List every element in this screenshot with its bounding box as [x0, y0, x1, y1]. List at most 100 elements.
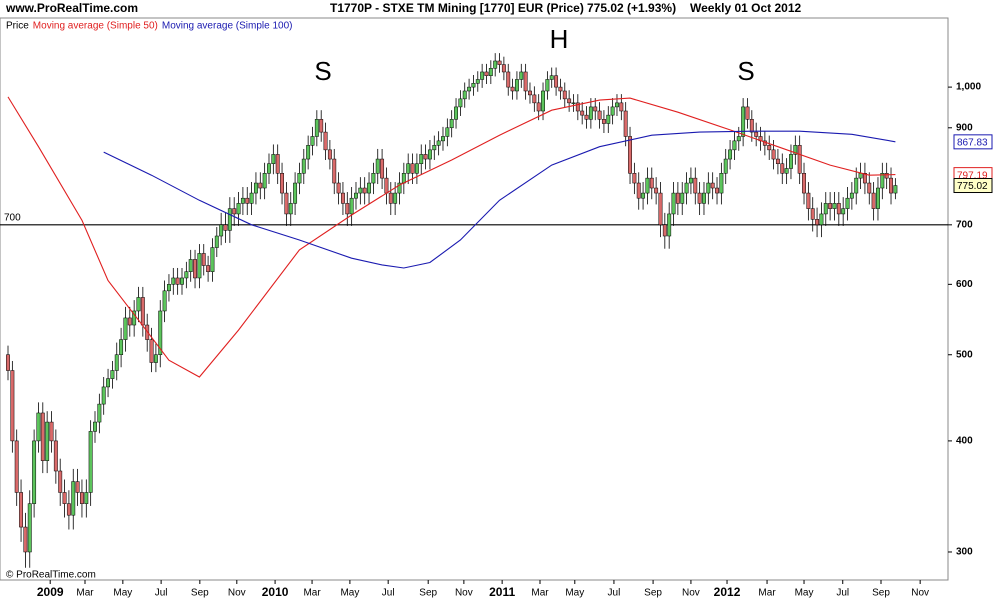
y-tick-label: 500 — [956, 349, 973, 360]
candle-body — [66, 503, 71, 516]
candle-body — [789, 154, 793, 169]
period: Weekly 01 Oct 2012 — [690, 1, 802, 15]
candle-body — [114, 354, 119, 371]
x-tick-label: Mar — [531, 588, 549, 599]
candle-body — [180, 277, 184, 285]
candle-body — [310, 136, 315, 146]
candle-body — [345, 203, 350, 215]
candle-body — [467, 86, 472, 92]
candle-body — [588, 106, 593, 120]
candle-body — [475, 79, 480, 84]
candle-body — [719, 173, 724, 194]
candle-body — [32, 440, 37, 504]
candle-body — [297, 173, 302, 184]
candle-body — [723, 158, 728, 174]
candle-body — [349, 197, 354, 215]
candle-body — [471, 83, 476, 88]
candle-body — [841, 208, 846, 215]
candle-body — [371, 173, 376, 184]
candle-body — [510, 86, 515, 92]
candle-body — [536, 102, 541, 112]
candle-body — [206, 265, 211, 272]
candle-body — [697, 192, 702, 204]
candle-body — [593, 106, 598, 112]
candle-body — [53, 440, 58, 472]
candle-body — [97, 403, 102, 423]
candle-body — [49, 421, 54, 442]
candle-body — [606, 114, 611, 124]
candle-body — [832, 203, 837, 209]
candle-body — [562, 90, 567, 100]
candle-body — [153, 354, 158, 363]
candle-body — [584, 114, 589, 120]
candle-body — [384, 177, 389, 194]
candle-body — [10, 370, 15, 442]
candle-body — [854, 177, 859, 194]
x-tick-label: Sep — [191, 588, 209, 599]
candle-body — [314, 119, 319, 137]
candle-body — [84, 492, 89, 504]
candle-body — [532, 94, 537, 104]
candle-body — [306, 145, 311, 160]
candle-body — [662, 224, 667, 237]
candle-body — [284, 192, 289, 215]
candle-body — [571, 102, 576, 104]
candle-body — [819, 213, 824, 226]
candle-body — [845, 197, 850, 209]
candle-body — [862, 173, 867, 184]
candle-body — [858, 173, 863, 179]
candle-body — [675, 192, 680, 204]
x-tick-label: 2009 — [37, 585, 64, 599]
candle-body — [836, 203, 841, 215]
candle-body — [214, 235, 219, 248]
candle-body — [671, 192, 676, 215]
candle-body — [867, 182, 872, 194]
x-tick-label: Jul — [836, 588, 849, 599]
candle-body — [615, 102, 619, 108]
candle-body — [549, 75, 554, 80]
candle-body — [802, 173, 806, 194]
candle-body — [219, 224, 224, 237]
candle-body — [693, 177, 698, 194]
candle-body — [27, 503, 32, 553]
x-tick-label: Mar — [758, 588, 776, 599]
candle-body — [728, 149, 733, 160]
candle-body — [619, 102, 624, 112]
candle-body — [458, 98, 463, 108]
candle-body — [166, 284, 171, 292]
candle-body — [240, 197, 245, 204]
candle-body — [632, 173, 637, 184]
candle-body — [480, 71, 485, 80]
price-box-label: 797.19 — [957, 170, 988, 181]
candle-body — [558, 86, 563, 92]
candle-body — [880, 173, 885, 189]
candle-body — [441, 136, 445, 142]
candle-body — [301, 158, 306, 174]
candle-body — [375, 158, 380, 174]
candle-body — [288, 203, 293, 215]
candle-body — [40, 412, 45, 461]
candle-body — [175, 277, 180, 285]
candle-body — [119, 339, 124, 355]
candle-body — [80, 492, 84, 504]
candle-body — [823, 203, 828, 215]
y-tick-label: 1,000 — [956, 82, 981, 93]
candle-body — [88, 431, 93, 493]
candle-body — [93, 421, 97, 432]
candle-body — [654, 187, 659, 194]
ma-line — [7, 96, 896, 378]
candle-body — [684, 182, 689, 194]
annotation: S — [737, 56, 754, 86]
candle-body — [323, 131, 328, 151]
candle-body — [810, 208, 815, 220]
candle-body — [367, 182, 371, 194]
candle-body — [393, 192, 398, 204]
candle-body — [597, 110, 602, 120]
candle-body — [423, 154, 428, 160]
candle-body — [253, 182, 258, 194]
candle-body — [62, 492, 67, 504]
candle-body — [771, 149, 776, 160]
candle-body — [293, 182, 298, 204]
